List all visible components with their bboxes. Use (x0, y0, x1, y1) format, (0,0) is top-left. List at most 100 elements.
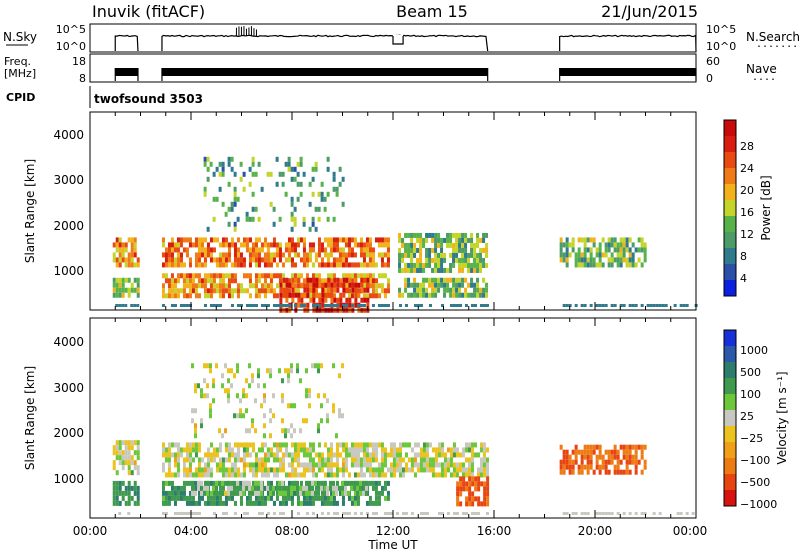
heatmap-cell (368, 273, 372, 279)
heatmap-cell (353, 242, 357, 248)
heatmap-cell (610, 262, 614, 268)
heatmap-cell (248, 273, 252, 279)
heatmap-cell (625, 469, 629, 475)
heatmap-cell (335, 467, 339, 473)
heatmap-cell (374, 500, 378, 506)
heatmap-cell (401, 472, 405, 478)
heatmap-cell (317, 423, 320, 429)
heatmap-cell (191, 457, 195, 463)
heatmap-cell (305, 393, 308, 399)
heatmap-cell (305, 262, 309, 268)
heatmap-cell (359, 462, 363, 468)
heatmap-cell (194, 293, 198, 299)
heatmap-cell (473, 257, 477, 263)
heatmap-cell (443, 462, 447, 468)
heatmap-cell (461, 252, 465, 258)
heatmap-cell (574, 444, 578, 450)
heatmap-cell (431, 467, 435, 473)
heatmap-cell (130, 282, 134, 288)
heatmap-cell (185, 480, 189, 486)
heatmap-cell (443, 467, 447, 473)
heatmap-cell (118, 287, 122, 293)
heatmap-cell (477, 476, 481, 482)
heatmap-cell (296, 495, 300, 501)
heatmap-cell (625, 454, 629, 460)
heatmap-cell (434, 447, 438, 453)
heatmap-cell (188, 262, 192, 268)
heatmap-cell (338, 181, 342, 187)
heatmap-cell (224, 457, 228, 463)
velocity-ytick-4000: 4000 (53, 335, 84, 349)
heatmap-cell (266, 472, 270, 478)
heatmap-cell (482, 287, 486, 293)
heatmap-cell (124, 440, 128, 446)
heatmap-cell (347, 490, 350, 496)
heatmap-cell (188, 273, 192, 279)
heatmap-cell (230, 490, 233, 496)
heatmap-cell (344, 262, 348, 268)
heatmap-cell (359, 490, 362, 496)
heatmap-cell (209, 413, 212, 419)
heatmap-cell (434, 237, 438, 243)
heatmap-cell (422, 242, 426, 248)
heatmap-cell (215, 262, 219, 268)
heatmap-cell (239, 242, 243, 248)
heatmap-cell (476, 467, 480, 473)
heatmap-cell (191, 283, 195, 289)
heatmap-cell (413, 247, 417, 253)
heatmap-cell (263, 393, 266, 399)
heatmap-cell (287, 452, 291, 458)
heatmap-cell (203, 156, 207, 162)
heatmap-cell (251, 490, 254, 496)
heatmap-cell (332, 480, 335, 486)
heatmap-cell (167, 247, 171, 253)
heatmap-cell (293, 472, 297, 478)
heatmap-cell (164, 480, 168, 486)
heatmap-cell (344, 452, 348, 458)
heatmap-cell (272, 293, 276, 299)
heatmap-cell (260, 490, 263, 496)
heatmap-cell (452, 282, 456, 288)
heatmap-cell (586, 444, 590, 450)
heatmap-cell (209, 288, 213, 294)
heatmap-cell (311, 457, 315, 463)
heatmap-cell (121, 455, 125, 461)
heatmap-cell (465, 481, 469, 487)
heatmap-cell (282, 287, 286, 293)
heatmap-cell (194, 273, 198, 279)
heatmap-cell (464, 252, 468, 258)
heatmap-cell (209, 278, 213, 284)
heatmap-cell (425, 237, 429, 243)
heatmap-cell (115, 470, 119, 476)
heatmap-cell (616, 262, 620, 268)
heatmap-cell (565, 247, 569, 253)
heatmap-cell (422, 457, 426, 463)
heatmap-cell (374, 288, 378, 294)
heatmap-cell (440, 304, 444, 307)
heatmap-cell (407, 242, 411, 248)
heatmap-cell (330, 292, 334, 298)
heatmap-cell (613, 304, 617, 307)
heatmap-cell (263, 288, 267, 294)
heatmap-cell (176, 457, 180, 463)
heatmap-cell (320, 247, 324, 253)
heatmap-cell (317, 262, 321, 268)
power-colorbar-label: Power [dB] (759, 175, 773, 240)
heatmap-cell (245, 216, 249, 222)
heatmap-cell (601, 464, 605, 470)
heatmap-cell (425, 287, 429, 293)
heatmap-cell (287, 373, 290, 379)
heatmap-cell (392, 457, 396, 463)
heatmap-cell (296, 161, 300, 167)
heatmap-cell (200, 457, 204, 463)
heatmap-cell (625, 262, 629, 268)
heatmap-cell (194, 423, 197, 429)
heatmap-cell (440, 442, 444, 448)
heatmap-cell (308, 500, 312, 506)
heatmap-cell (121, 292, 125, 298)
heatmap-cell (416, 247, 420, 253)
heatmap-cell (658, 304, 662, 307)
heatmap-cell (434, 452, 438, 458)
heatmap-cell (371, 480, 375, 486)
heatmap-cell (248, 304, 252, 307)
